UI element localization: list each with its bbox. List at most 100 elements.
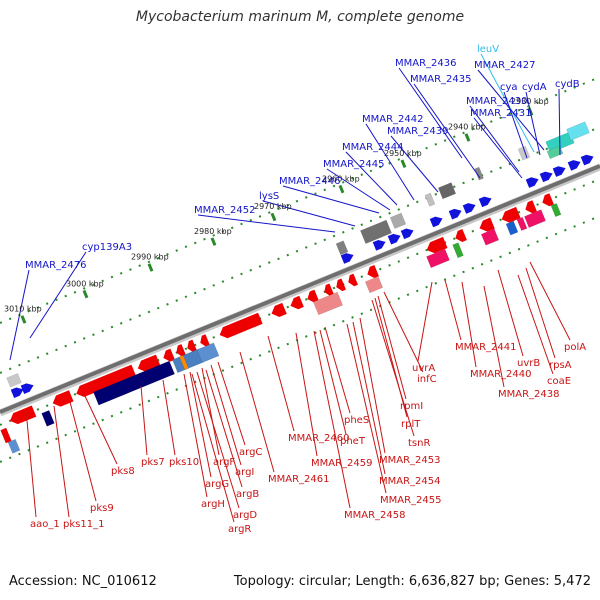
bottom-gene-label: pks9 [90,503,114,514]
reverse-gene-arrow [367,265,379,279]
forward-gene-box [424,192,436,207]
top-label-leader [503,91,528,159]
bottom-gene-label: pheS [344,415,369,426]
bottom-gene-label: argG [205,479,229,490]
bottom-label-leader [383,291,424,373]
bottom-label-leader [324,326,351,414]
top-label-leader [345,151,398,206]
reverse-gene-box [0,427,12,444]
bottom-label-leader [69,401,97,502]
top-gene-label: MMAR_2427 [474,60,536,71]
bottom-label-leader [483,285,505,388]
outer-top-dots [0,76,600,324]
reverse-gene-arrow [163,348,175,362]
gene-features [0,121,594,454]
top-gene-label: MMAR_2430 [466,96,528,107]
top-label-leader [326,168,391,211]
reverse-gene-arrow [290,295,304,310]
map-title: Mycobacterium marinum M, complete genome [135,9,465,25]
kbp-tick-mark [464,133,471,142]
top-label-leader [29,251,87,339]
outer-bottom-dots [0,215,600,463]
forward-gene-box [546,145,564,160]
bottom-gene-label: argH [201,499,225,510]
bottom-gene-label: coaE [547,376,571,387]
bottom-label-leader [461,281,477,368]
forward-gene-arrow [478,196,492,208]
bottom-label-leader [352,321,386,475]
forward-gene-arrow [552,166,566,177]
bottom-gene-label: MMAR_2441 [455,342,517,353]
bottom-gene-label: rplT [401,419,421,430]
accession-text: Accession: NC_010612 [9,574,157,589]
reverse-gene-box [550,203,562,218]
bottom-label-leader [189,371,212,478]
bottom-gene-label: uvrB [517,358,540,369]
kbp-tick-mark [20,315,27,324]
forward-gene-box [474,166,484,181]
top-gene-label: leuV [477,44,499,55]
bottom-gene-label: MMAR_2459 [311,458,373,469]
reverse-gene-arrow [52,390,74,407]
top-label-leader [413,83,481,179]
forward-gene-arrow [20,383,34,394]
top-label-leader [398,67,463,159]
bottom-label-leader [205,369,243,488]
top-label-leader [390,135,439,193]
kbp-tick-label: 2990 kbp [131,253,169,262]
reverse-gene-arrow [187,339,197,353]
kbp-tick-mark [270,212,277,222]
top-gene-label: MMAR_2452 [194,205,256,216]
kbp-tick-mark [82,289,89,299]
top-label-leader [9,269,30,361]
bottom-gene-label: pks11_1 [63,519,104,530]
bottom-label-leader [517,274,554,375]
bottom-label-leader [239,351,275,473]
bottom-gene-label: polA [564,342,586,353]
top-label-leader [282,185,380,214]
label-leader-lines [9,53,571,523]
bottom-gene-label: MMAR_2461 [268,474,330,485]
reverse-gene-arrow [479,217,495,232]
reverse-gene-arrow [525,200,537,214]
forward-gene-arrow [429,216,443,228]
bottom-gene-label: pks10 [169,457,199,468]
top-label-leader [365,123,415,201]
forward-gene-box [6,373,22,388]
bottom-gene-label: rpmI [400,401,423,412]
top-gene-label: MMAR_2439 [387,126,449,137]
forward-gene-arrow [448,208,462,220]
bottom-label-leader [313,330,351,509]
genome-summary-text: Topology: circular; Length: 6,636,827 bp… [233,574,591,589]
top-gene-label: lysS [259,191,279,202]
reverse-gene-arrow [455,228,467,242]
bottom-gene-label: MMAR_2440 [470,369,532,380]
reverse-gene-arrow [76,364,136,397]
reverse-gene-arrow [176,344,186,357]
bottom-label-leader [497,269,524,357]
inner-bottom-dots [0,178,600,426]
reverse-gene-arrow [9,405,37,425]
top-gene-label: MMAR_2436 [395,58,457,69]
kbp-tick-label: 3000 kbp [66,279,104,288]
inner-top-dots [0,126,600,374]
top-label-leader [469,105,520,173]
reverse-gene-arrow [426,236,448,254]
reverse-gene-arrow [336,278,346,292]
bottom-gene-label: MMAR_2458 [344,510,406,521]
kbp-tick-label: 2930 kbp [511,97,549,106]
kbp-tick-mark [210,237,217,246]
reverse-gene-box [196,342,220,363]
kbp-tick-mark [147,263,154,272]
bottom-label-leader [201,367,220,456]
forward-gene-box [566,121,590,141]
top-gene-label: MMAR_2431 [470,108,532,119]
reverse-gene-box [480,228,500,246]
reverse-gene-arrow [542,193,554,207]
reverse-gene-box [516,216,528,231]
kbp-tick-mark [338,184,345,194]
bottom-gene-label: pheT [340,436,366,447]
kbp-tick-mark [400,159,407,169]
bottom-label-leader [53,405,70,518]
forward-gene-arrow [567,160,581,171]
